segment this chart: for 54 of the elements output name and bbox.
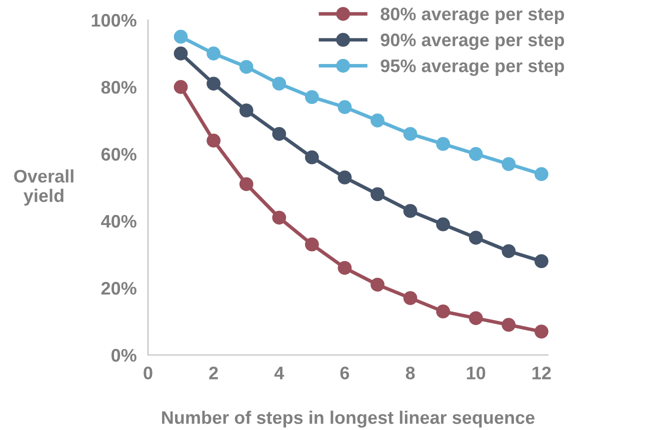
point	[338, 260, 352, 275]
point	[502, 157, 516, 171]
point	[304, 150, 319, 164]
point	[370, 114, 384, 128]
y-tick-label: 40%	[101, 214, 136, 228]
point	[304, 238, 319, 252]
point	[206, 76, 221, 91]
point	[239, 177, 254, 192]
x-tick-label: 0	[144, 366, 152, 380]
point	[502, 244, 516, 258]
point	[338, 100, 352, 114]
y-tick-label: 80%	[101, 80, 136, 94]
y-tick-label: 20%	[101, 282, 136, 295]
y-tick-label: 60%	[101, 148, 136, 161]
point	[534, 254, 548, 268]
x-tick-label: 10	[466, 366, 486, 380]
point	[338, 170, 352, 184]
point	[436, 304, 450, 318]
y-tick-label: 0%	[112, 348, 136, 362]
x-axis-title: Number of steps in longest linear sequence	[162, 410, 535, 428]
point	[174, 80, 188, 94]
point	[239, 60, 254, 74]
x-tick-label: 12	[532, 366, 551, 380]
point	[403, 204, 418, 218]
point	[534, 324, 548, 338]
legend-label: 80% average per step	[380, 8, 564, 24]
point	[403, 291, 418, 305]
point	[304, 90, 319, 104]
legend-label: 95% average per step	[380, 59, 564, 76]
x-tick-label: 4	[274, 366, 284, 380]
point	[174, 30, 188, 44]
point	[272, 210, 286, 225]
point	[468, 311, 483, 326]
x-tick-label: 2	[209, 366, 218, 380]
point	[370, 278, 384, 292]
legend-label: 90% average per step	[380, 34, 564, 50]
point	[534, 167, 548, 182]
y-tick-label: 100%	[92, 14, 136, 27]
y-axis-title: Overall yield	[14, 169, 74, 206]
point	[206, 134, 221, 148]
point	[239, 104, 254, 118]
x-tick-label: 6	[340, 366, 350, 380]
point	[468, 147, 483, 161]
point	[272, 126, 286, 141]
point	[468, 230, 483, 245]
x-tick-label: 8	[406, 366, 415, 380]
point	[370, 187, 384, 202]
point	[403, 126, 418, 141]
point	[174, 46, 188, 60]
point	[502, 318, 516, 332]
point	[436, 217, 450, 232]
point	[436, 137, 450, 151]
point	[206, 46, 221, 60]
point	[272, 76, 286, 91]
